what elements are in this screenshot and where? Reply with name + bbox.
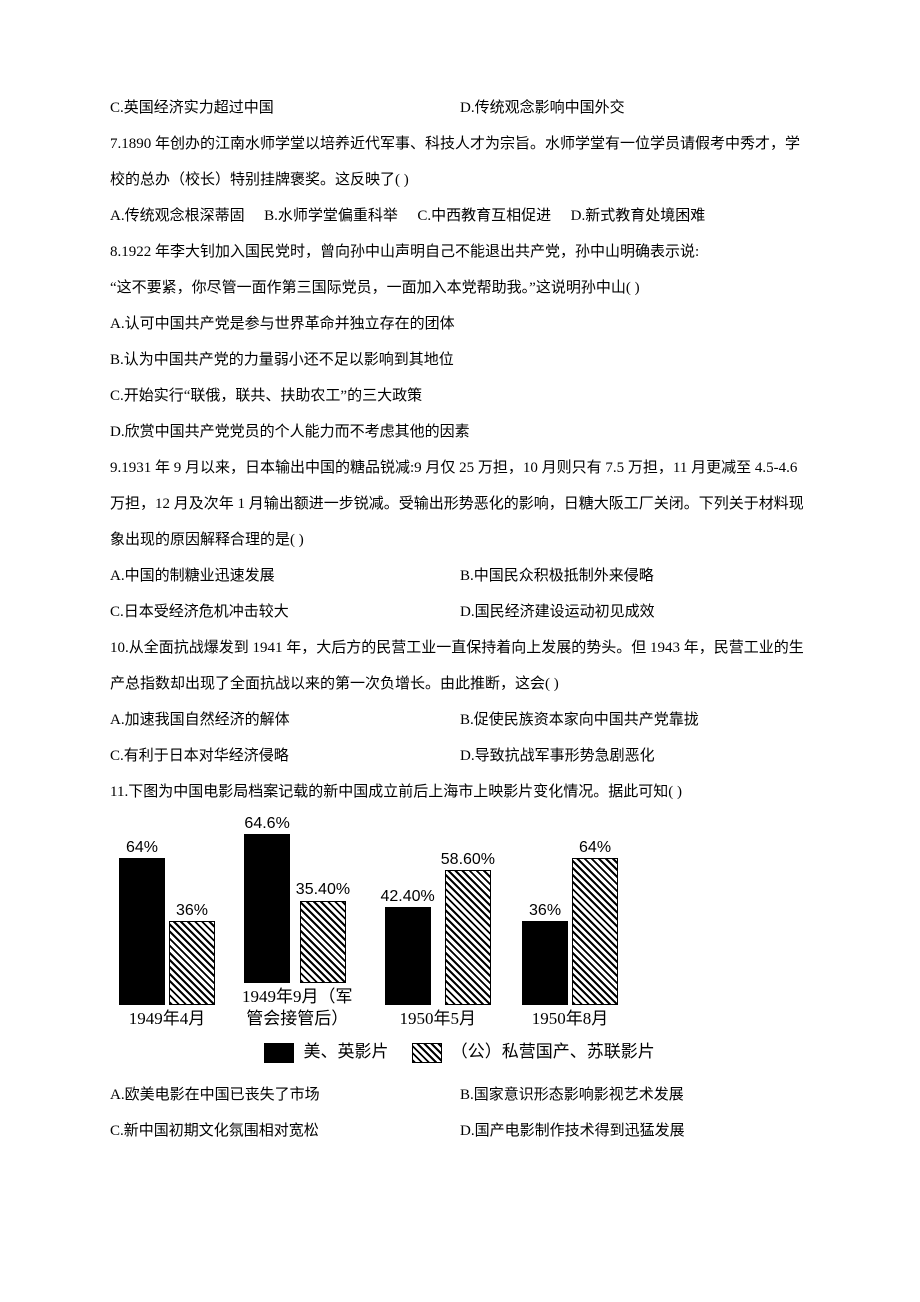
q9-option-a: A.中国的制糖业迅速发展 — [110, 558, 460, 594]
legend-swatch-solid — [265, 1044, 293, 1062]
q11-options-row2: C.新中国初期文化氛围相对宽松 D.国产电影制作技术得到迅猛发展 — [110, 1113, 810, 1149]
q11-option-d: D.国产电影制作技术得到迅猛发展 — [460, 1113, 810, 1149]
chart-bar — [120, 859, 164, 1004]
chart-bar-label: 64.6% — [244, 814, 289, 835]
q9-option-d: D.国民经济建设运动初见成效 — [460, 594, 810, 630]
q10-option-c: C.有利于日本对华经济侵略 — [110, 738, 460, 774]
chart-category-label: 1949年9月（军 管会接管后） — [242, 982, 353, 1030]
q8-option-d: D.欣赏中国共产党党员的个人能力而不考虑其他的因素 — [110, 414, 810, 450]
chart-bar-pair: 64.6% 35.40% — [244, 814, 350, 982]
chart-bar — [245, 835, 289, 981]
q7-options: A.传统观念根深蒂固 B.水师学堂偏重科举 C.中西教育互相促进 D.新式教育处… — [110, 198, 810, 234]
chart-bar — [446, 871, 490, 1004]
q7-option-c: C.中西教育互相促进 — [417, 198, 563, 234]
chart-bar-label: 64% — [579, 838, 611, 859]
legend-swatch-hatch — [413, 1044, 441, 1062]
q9-stem: 9.1931 年 9 月以来，日本输出中国的糖品锐减:9 月仅 25 万担，10… — [110, 450, 810, 558]
legend-label-a: 美、英影片 — [304, 1042, 389, 1061]
chart-bar-label: 58.60% — [441, 850, 495, 871]
chart-category-label: 1950年5月 — [400, 1004, 477, 1030]
q7-option-d: D.新式教育处境困难 — [571, 198, 718, 234]
document-page: C.英国经济实力超过中国 D.传统观念影响中国外交 7.1890 年创办的江南水… — [0, 0, 920, 1302]
chart-bar-block: 58.60% — [441, 850, 495, 1004]
chart-category-label: 1950年8月 — [532, 1004, 609, 1030]
chart-bar-label: 64% — [126, 838, 158, 859]
q8-stem-line1: 8.1922 年李大钊加入国民党时，曾向孙中山声明自己不能退出共产党，孙中山明确… — [110, 234, 810, 270]
chart-bar-block: 36% — [523, 901, 567, 1004]
q6-option-d: D.传统观念影响中国外交 — [460, 90, 810, 126]
q10-stem: 10.从全面抗战爆发到 1941 年，大后方的民营工业一直保持着向上发展的势头。… — [110, 630, 810, 702]
chart-bar-label: 36% — [176, 901, 208, 922]
q9-option-b: B.中国民众积极抵制外来侵略 — [460, 558, 810, 594]
q11-stem: 11.下图为中国电影局档案记载的新中国成立前后上海市上映影片变化情况。据此可知(… — [110, 774, 810, 810]
q7-stem: 7.1890 年创办的江南水师学堂以培养近代军事、科技人才为宗旨。水师学堂有一位… — [110, 126, 810, 198]
q8-option-b: B.认为中国共产党的力量弱小还不足以影响到其地位 — [110, 342, 810, 378]
chart-bar — [523, 922, 567, 1004]
chart-bar-pair: 36% 64% — [523, 838, 617, 1004]
chart-bar — [301, 902, 345, 982]
chart-bar-block: 35.40% — [296, 880, 350, 981]
q11-option-a: A.欧美电影在中国已丧失了市场 — [110, 1077, 460, 1113]
q9-options-row2: C.日本受经济危机冲击较大 D.国民经济建设运动初见成效 — [110, 594, 810, 630]
q10-option-a: A.加速我国自然经济的解体 — [110, 702, 460, 738]
legend-item-b: （公）私营国产、苏联影片 — [413, 1032, 655, 1073]
chart-bar-block: 36% — [170, 901, 214, 1004]
q9-options-row1: A.中国的制糖业迅速发展 B.中国民众积极抵制外来侵略 — [110, 558, 810, 594]
q7-option-a: A.传统观念根深蒂固 — [110, 198, 257, 234]
chart-bar-block: 64% — [120, 838, 164, 1004]
chart-bar-label: 42.40% — [381, 887, 435, 908]
q10-options-row2: C.有利于日本对华经济侵略 D.导致抗战军事形势急剧恶化 — [110, 738, 810, 774]
q8-stem-line2: “这不要紧，你尽管一面作第三国际党员，一面加入本党帮助我。”这说明孙中山( ) — [110, 270, 810, 306]
chart-bar-block: 42.40% — [381, 887, 435, 1004]
chart-bar-block: 64.6% — [244, 814, 289, 982]
chart-bar-block: 64% — [573, 838, 617, 1004]
chart-legend: 美、英影片 （公）私营国产、苏联影片 — [110, 1030, 810, 1073]
chart-bar-pair: 64% 36% — [120, 838, 214, 1004]
chart-bar-label: 36% — [529, 901, 561, 922]
q8-option-c: C.开始实行“联俄，联共、扶助农工”的三大政策 — [110, 378, 810, 414]
chart-group: 42.40% 58.60% 1950年5月 — [381, 850, 496, 1030]
q7-option-b: B.水师学堂偏重科举 — [264, 198, 410, 234]
chart-group: 64% 36% 1949年4月 — [120, 838, 214, 1030]
q6-options-row2: C.英国经济实力超过中国 D.传统观念影响中国外交 — [110, 90, 810, 126]
q11-option-c: C.新中国初期文化氛围相对宽松 — [110, 1113, 460, 1149]
q9-option-c: C.日本受经济危机冲击较大 — [110, 594, 460, 630]
chart-category-label: 1949年4月 — [129, 1004, 206, 1030]
chart-bar-label: 35.40% — [296, 880, 350, 901]
chart-group: 64.6% 35.40% 1949年9月（军 管会接管后） — [242, 814, 353, 1030]
legend-item-a: 美、英影片 — [265, 1032, 388, 1073]
q11-option-b: B.国家意识形态影响影视艺术发展 — [460, 1077, 810, 1113]
q10-option-d: D.导致抗战军事形势急剧恶化 — [460, 738, 810, 774]
legend-label-b: （公）私营国产、苏联影片 — [451, 1042, 655, 1061]
chart-group: 36% 64% 1950年8月 — [523, 838, 617, 1030]
chart-bar — [170, 922, 214, 1004]
q8-option-a: A.认可中国共产党是参与世界革命并独立存在的团体 — [110, 306, 810, 342]
q11-options-row1: A.欧美电影在中国已丧失了市场 B.国家意识形态影响影视艺术发展 — [110, 1077, 810, 1113]
chart-bar — [573, 859, 617, 1004]
chart-plot-area: 64%36%1949年4月64.6%35.40%1949年9月（军 管会接管后）… — [110, 820, 810, 1030]
q6-option-c: C.英国经济实力超过中国 — [110, 90, 460, 126]
film-share-chart: 64%36%1949年4月64.6%35.40%1949年9月（军 管会接管后）… — [110, 820, 810, 1073]
chart-bar-pair: 42.40% 58.60% — [381, 850, 496, 1004]
q10-option-b: B.促使民族资本家向中国共产党靠拢 — [460, 702, 810, 738]
q10-options-row1: A.加速我国自然经济的解体 B.促使民族资本家向中国共产党靠拢 — [110, 702, 810, 738]
chart-bar — [386, 908, 430, 1004]
